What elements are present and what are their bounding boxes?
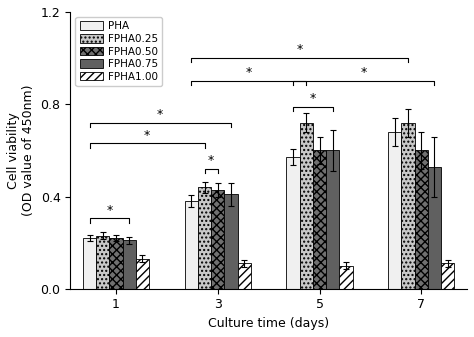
Text: *: * — [208, 154, 214, 167]
Bar — [224, 194, 237, 289]
Text: *: * — [246, 66, 252, 79]
Text: *: * — [106, 204, 112, 217]
Bar — [237, 264, 251, 289]
Bar — [313, 150, 326, 289]
Text: *: * — [297, 43, 303, 56]
Bar — [185, 201, 198, 289]
Bar — [415, 150, 428, 289]
Bar — [428, 166, 441, 289]
Bar — [96, 236, 109, 289]
Bar — [198, 187, 211, 289]
Bar — [83, 238, 96, 289]
Bar — [136, 259, 149, 289]
Bar — [286, 157, 300, 289]
Y-axis label: Cell viability
(OD value of 450nm): Cell viability (OD value of 450nm) — [7, 85, 35, 216]
Bar — [441, 264, 455, 289]
Text: *: * — [144, 129, 150, 142]
X-axis label: Culture time (days): Culture time (days) — [208, 317, 329, 330]
Bar — [123, 240, 136, 289]
Bar — [339, 266, 353, 289]
Bar — [300, 123, 313, 289]
Text: *: * — [310, 92, 316, 105]
Bar — [109, 238, 123, 289]
Bar — [326, 150, 339, 289]
Text: *: * — [361, 66, 367, 79]
Bar — [388, 132, 401, 289]
Legend: PHA, FPHA0.25, FPHA0.50, FPHA0.75, FPHA1.00: PHA, FPHA0.25, FPHA0.50, FPHA0.75, FPHA1… — [75, 17, 162, 86]
Text: *: * — [157, 108, 164, 121]
Bar — [401, 123, 415, 289]
Bar — [211, 190, 224, 289]
